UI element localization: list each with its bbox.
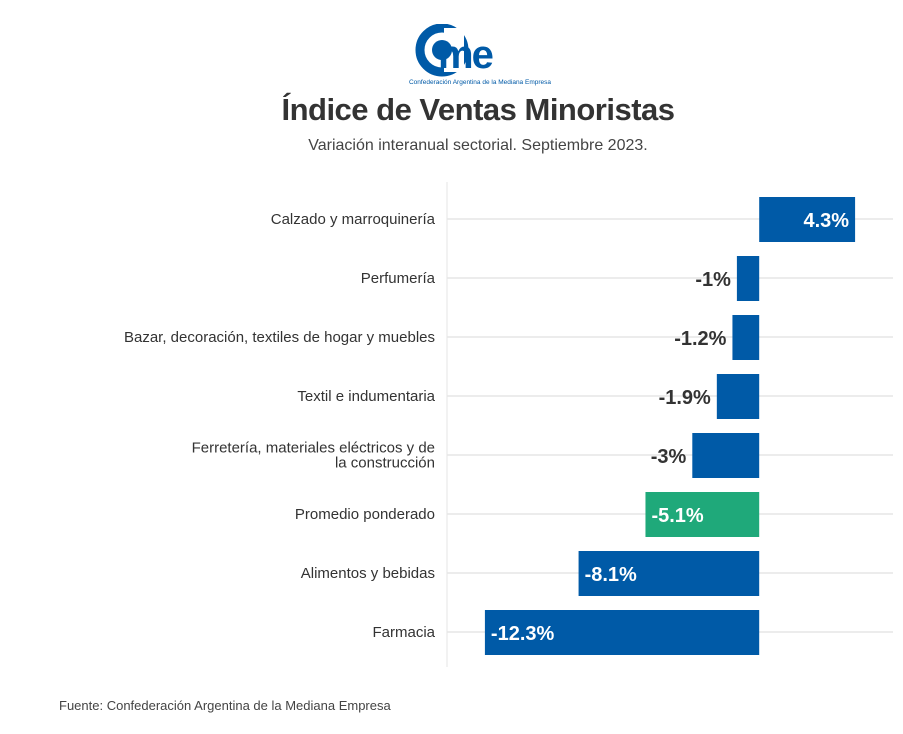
category-label: Promedio ponderado	[295, 506, 435, 523]
bar	[732, 315, 760, 360]
data-label: -1.9%	[659, 387, 711, 409]
category-label: Farmacia	[372, 624, 435, 641]
data-label: -5.1%	[651, 505, 703, 527]
data-label: -1.2%	[674, 328, 726, 350]
category-label: Alimentos y bebidas	[301, 565, 435, 582]
bar	[578, 551, 760, 596]
bar	[645, 492, 760, 537]
bar	[716, 374, 760, 419]
data-label: -12.3%	[491, 623, 555, 645]
category-label: Perfumería	[361, 270, 436, 287]
came-logo: me Confederación Argentina de la Mediana…	[409, 24, 551, 86]
data-label: -3%	[651, 446, 687, 468]
svg-text:Confederación Argentina de la: Confederación Argentina de la Mediana Em…	[409, 79, 551, 86]
category-label: Textil e indumentaria	[297, 388, 435, 405]
chart-subtitle: Variación interanual sectorial. Septiemb…	[308, 137, 648, 154]
bar	[736, 256, 760, 301]
bar	[692, 433, 760, 478]
data-label: -8.1%	[585, 564, 637, 586]
category-label: Bazar, decoración, textiles de hogar y m…	[124, 329, 435, 346]
source-note: Fuente: Confederación Argentina de la Me…	[59, 698, 391, 713]
bar	[484, 610, 760, 655]
chart-title: Índice de Ventas Minoristas	[281, 92, 675, 127]
category-label: Ferretería, materiales eléctricos y de la…	[192, 440, 435, 472]
bar	[759, 197, 856, 242]
data-label: 4.3%	[803, 210, 849, 232]
category-label: Calzado y marroquinería	[271, 211, 436, 228]
data-label: -1%	[695, 269, 731, 291]
